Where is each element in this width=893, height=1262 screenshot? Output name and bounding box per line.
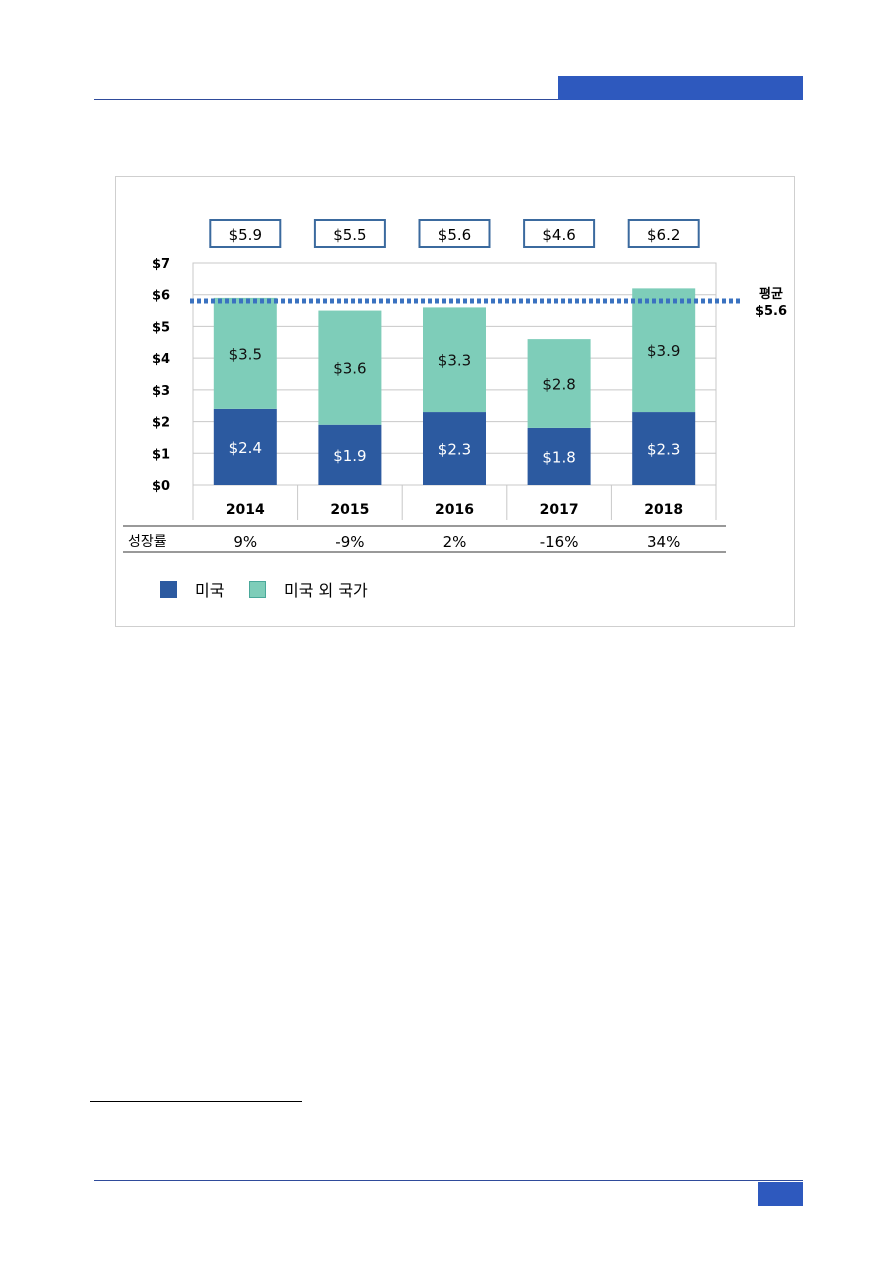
growth-value: 34%: [647, 533, 680, 551]
bar-segment: [318, 424, 382, 485]
data-label: $2.8: [542, 376, 575, 394]
y-tick-label: $0: [152, 479, 170, 494]
x-tick-label: 2014: [226, 502, 265, 518]
data-label: $2.3: [438, 441, 471, 459]
data-label: $3.6: [333, 360, 366, 378]
bar-segment: [632, 412, 696, 485]
growth-value: -16%: [540, 533, 579, 551]
y-tick-label: $6: [152, 289, 170, 304]
growth-row-label: 성장률: [128, 534, 167, 550]
chart-frame: [115, 176, 795, 627]
bar-segment: [632, 288, 696, 413]
total-box: [209, 219, 282, 248]
data-label: $3.5: [229, 345, 262, 363]
legend-label-non-us: 미국 외 국가: [284, 581, 368, 600]
data-label: $3.9: [647, 342, 680, 360]
header-accent-bar: [558, 76, 803, 100]
bar-segment: [318, 310, 382, 425]
legend-item-non-us: 미국 외 국가: [249, 579, 368, 600]
x-tick-label: 2015: [330, 502, 369, 518]
x-tick-label: 2017: [540, 502, 579, 518]
y-tick-label: $2: [152, 416, 170, 431]
y-tick-label: $7: [152, 257, 170, 272]
total-label: $5.9: [229, 226, 262, 244]
total-label: $5.6: [438, 226, 471, 244]
legend-swatch-non-us: [249, 580, 266, 598]
x-tick-label: 2016: [435, 502, 474, 518]
growth-value: 2%: [443, 533, 467, 551]
legend-item-us: 미국: [160, 579, 225, 600]
bar-segment: [527, 427, 591, 485]
data-label: $1.8: [542, 448, 575, 466]
total-label: $6.2: [647, 226, 680, 244]
growth-value: 9%: [233, 533, 257, 551]
total-box: [418, 219, 491, 248]
data-label: $1.9: [333, 447, 366, 465]
bar-segment: [213, 297, 277, 409]
data-label: $3.3: [438, 352, 471, 370]
bar-segment: [423, 307, 486, 413]
footnote-rule: [90, 1101, 302, 1102]
average-value: $5.6: [755, 304, 787, 319]
y-tick-label: $1: [152, 447, 170, 462]
growth-value: -9%: [335, 533, 364, 551]
average-label: 평균: [759, 286, 783, 302]
y-tick-label: $4: [152, 352, 170, 367]
legend-label-us: 미국: [195, 581, 225, 600]
data-label: $2.3: [647, 441, 680, 459]
legend-swatch-us: [160, 580, 177, 598]
bar-segment: [527, 339, 591, 428]
y-tick-label: $5: [152, 320, 170, 335]
bar-segment: [423, 412, 486, 485]
total-label: $4.6: [542, 226, 575, 244]
total-box: [627, 219, 700, 248]
footer-rule: [94, 1180, 803, 1181]
data-label: $2.4: [229, 439, 262, 457]
total-box: [313, 219, 386, 248]
total-box: [523, 219, 596, 248]
page-number-box: [758, 1182, 803, 1206]
bar-segment: [213, 408, 277, 485]
x-tick-label: 2018: [644, 502, 683, 518]
y-tick-label: $3: [152, 384, 170, 399]
total-label: $5.5: [333, 226, 366, 244]
header-rule: [94, 99, 803, 100]
